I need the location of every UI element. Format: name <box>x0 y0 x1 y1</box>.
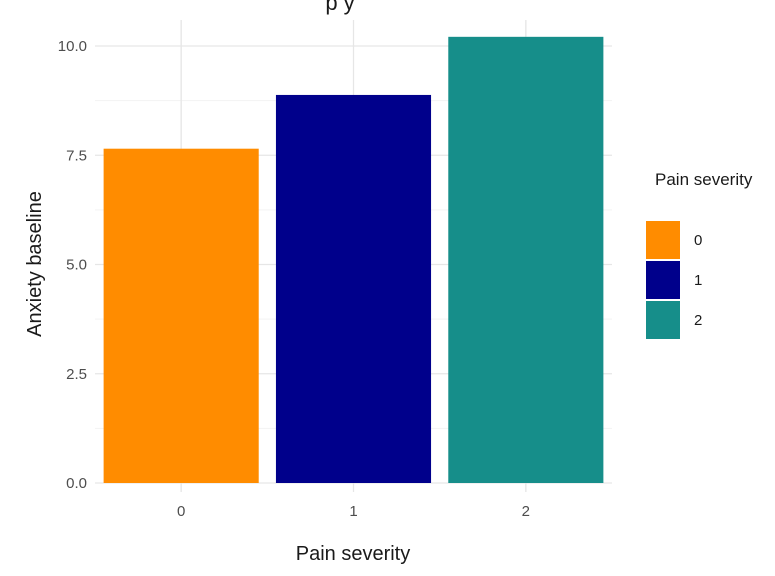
x-tick-label: 0 <box>177 503 185 520</box>
legend-key-1 <box>646 261 680 299</box>
legend-key-2 <box>646 301 680 339</box>
legend-key-0 <box>646 221 680 259</box>
x-tick-label: 2 <box>522 503 530 520</box>
x-tick-label: 1 <box>349 503 357 520</box>
legend: Pain severity 0 1 2 <box>646 170 753 339</box>
bar-1 <box>275 94 432 483</box>
y-tick-label: 7.5 <box>66 147 87 164</box>
y-tick-label: 2.5 <box>66 366 87 383</box>
legend-items: 0 1 2 <box>646 221 702 339</box>
y-tick-label: 0.0 <box>66 475 87 492</box>
chart-title: p y <box>325 0 354 15</box>
legend-title: Pain severity <box>655 170 753 189</box>
y-axis-title: Anxiety baseline <box>24 191 46 337</box>
y-tick-label: 5.0 <box>66 257 87 274</box>
y-axis-tick-labels: 0.0 2.5 5.0 7.5 10.0 <box>58 38 87 492</box>
y-tick-label: 10.0 <box>58 38 87 55</box>
x-axis-title: Pain severity <box>296 543 411 565</box>
x-axis-tick-labels: 0 1 2 <box>177 503 530 520</box>
bar-2 <box>448 36 604 483</box>
legend-label-0: 0 <box>694 232 702 249</box>
legend-label-2: 2 <box>694 312 702 329</box>
chart-title-text: p y <box>325 0 354 15</box>
bar-0 <box>103 148 259 483</box>
legend-label-1: 1 <box>694 272 702 289</box>
bars <box>103 36 604 483</box>
